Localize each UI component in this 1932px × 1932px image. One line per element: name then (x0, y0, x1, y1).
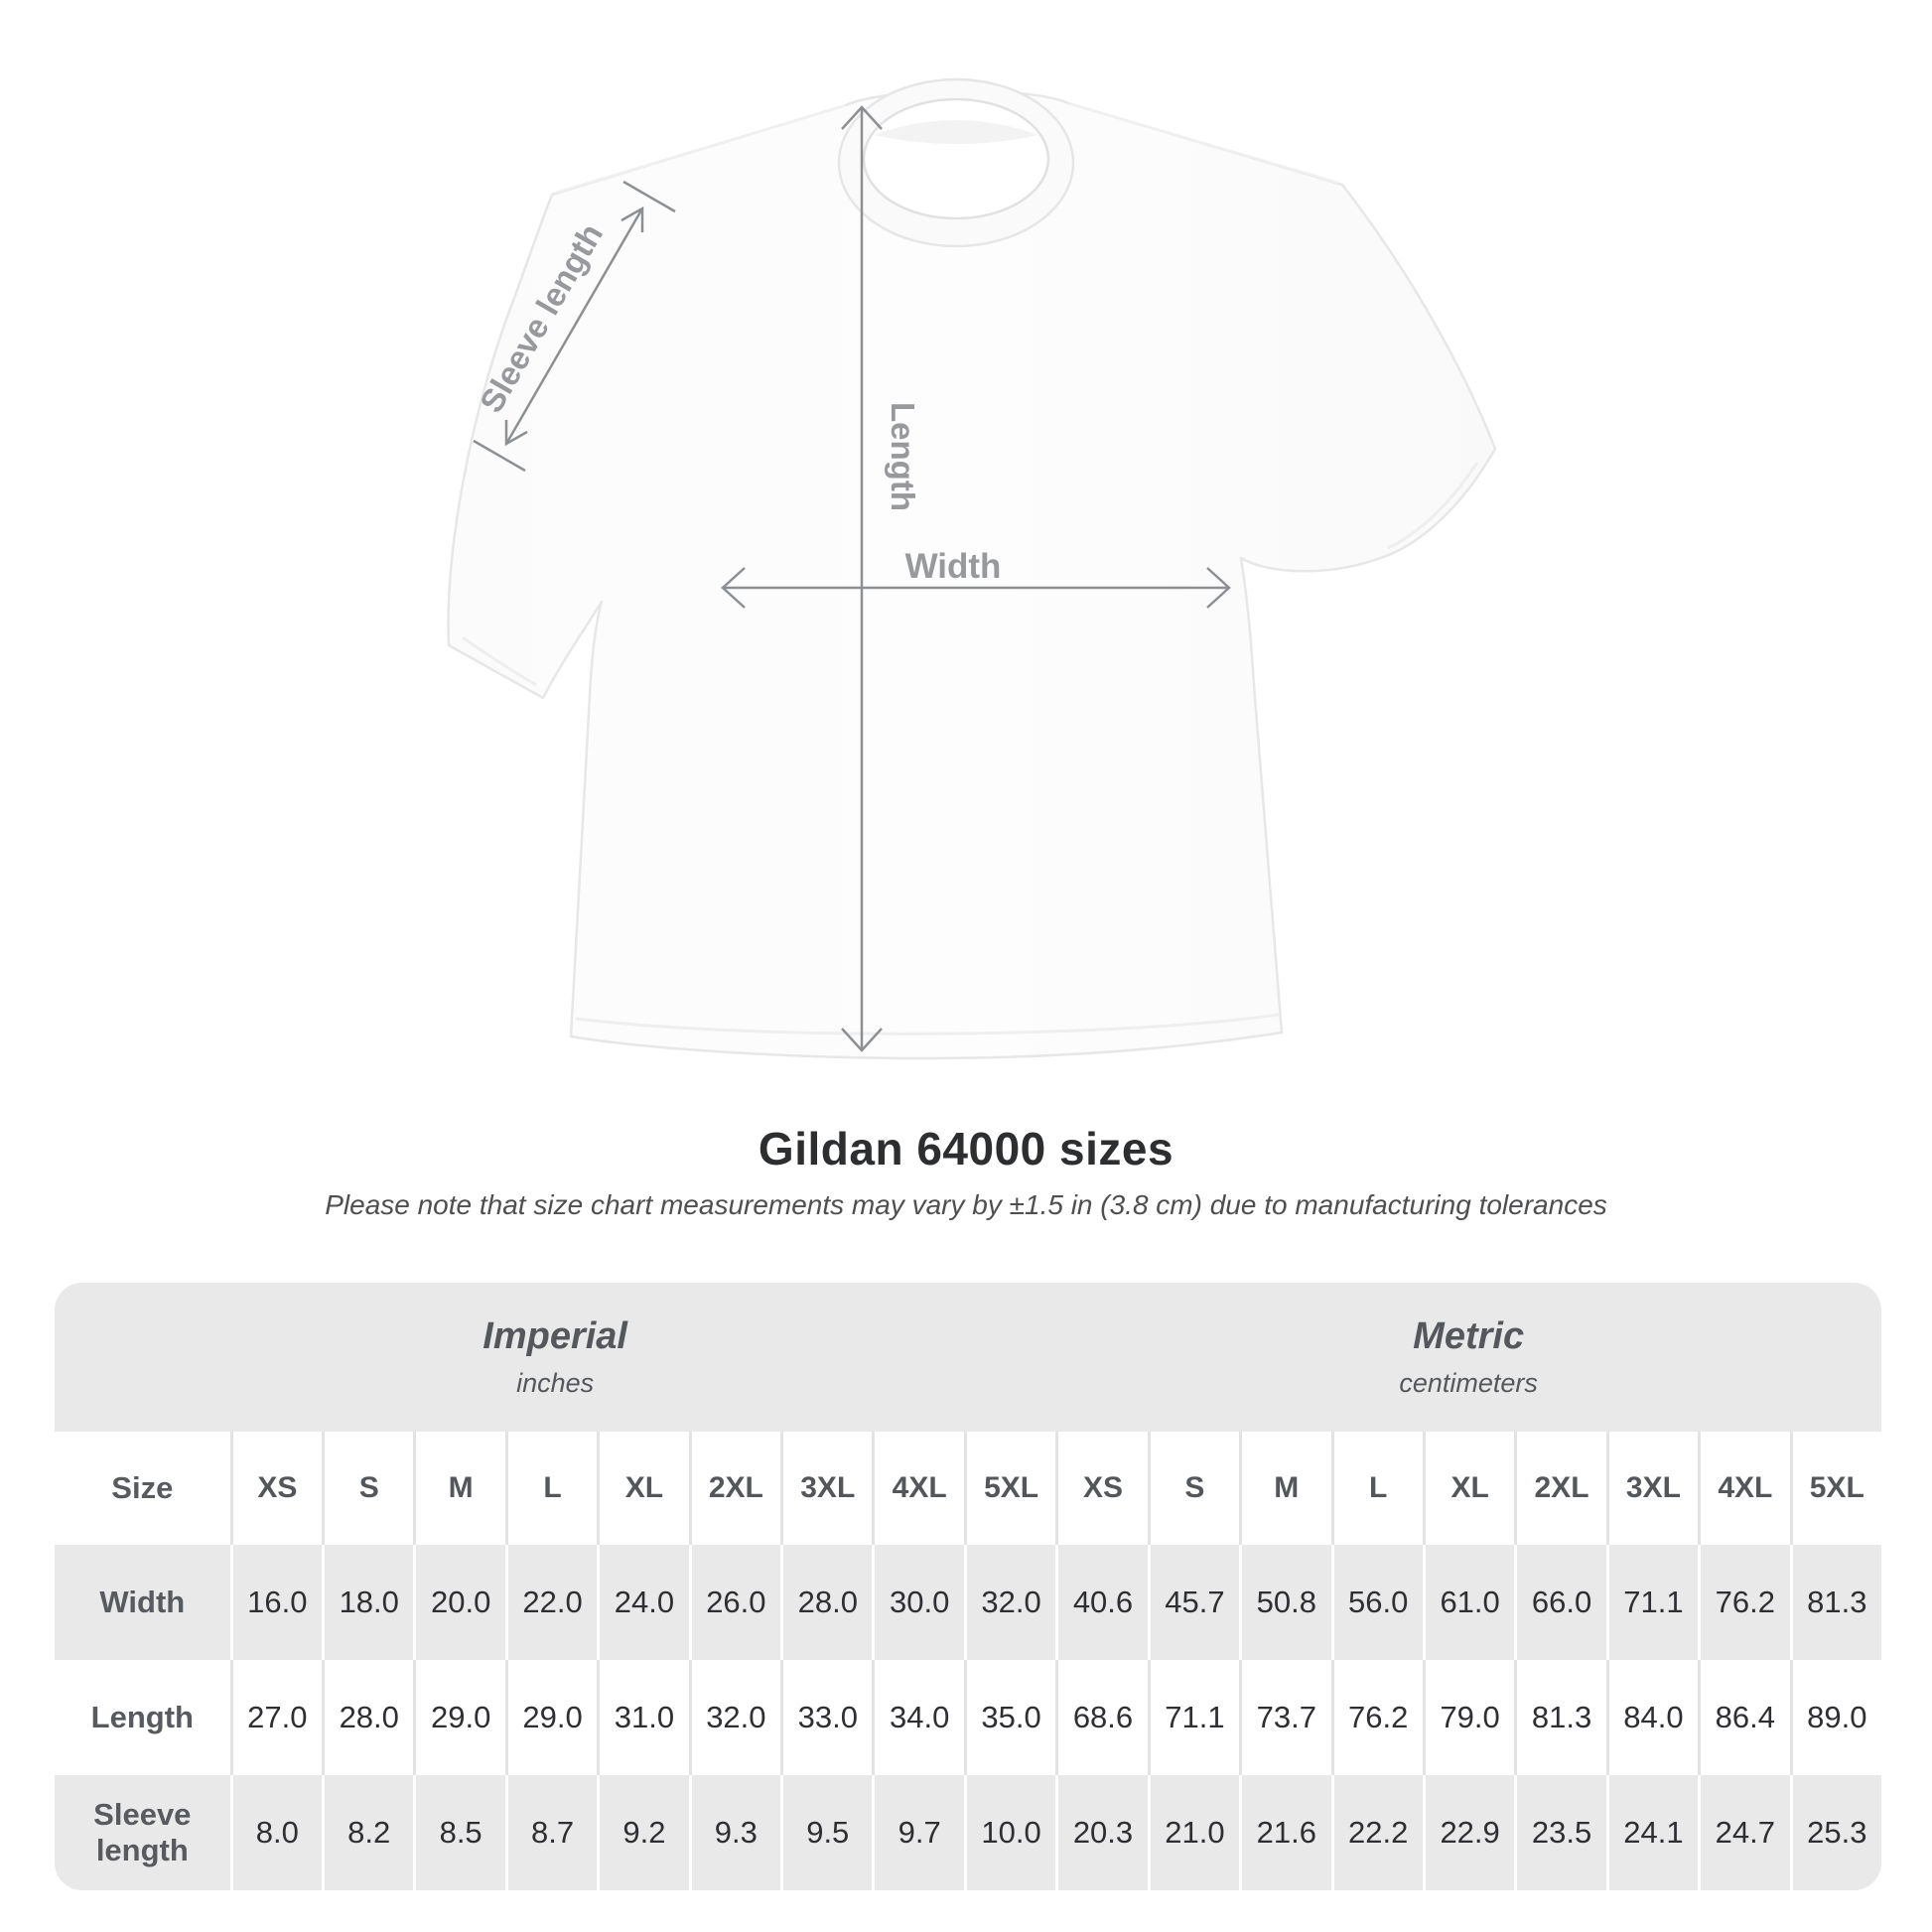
value-cell: 22.9 (1422, 1775, 1515, 1890)
size-col-header: M (1239, 1432, 1331, 1545)
value-cell: 18.0 (322, 1545, 414, 1660)
tshirt-graphic (447, 77, 1497, 1060)
value-cell: 73.7 (1239, 1660, 1331, 1775)
value-cell: 31.0 (597, 1660, 689, 1775)
row-label: Width (55, 1545, 230, 1660)
value-cell: 40.6 (1055, 1545, 1148, 1660)
width-arrow (721, 567, 1231, 609)
value-cell: 16.0 (229, 1545, 323, 1660)
value-cell: 8.7 (504, 1775, 598, 1890)
size-col-header: S (1147, 1432, 1240, 1545)
value-cell: 9.3 (688, 1775, 781, 1890)
size-col-header: XS (229, 1432, 323, 1545)
size-col-header: L (504, 1432, 598, 1545)
size-col-header: 5XL (1789, 1432, 1881, 1545)
value-cell: 29.0 (504, 1660, 598, 1775)
value-cell: 26.0 (688, 1545, 781, 1660)
value-cell: 45.7 (1147, 1545, 1240, 1660)
width-label: Width (905, 547, 1002, 586)
value-cell: 71.1 (1605, 1545, 1699, 1660)
value-cell: 33.0 (780, 1660, 873, 1775)
size-col-header: L (1330, 1432, 1423, 1545)
value-cell: 21.6 (1239, 1775, 1331, 1890)
value-cell: 89.0 (1789, 1660, 1881, 1775)
size-col-header: XS (1055, 1432, 1148, 1545)
value-cell: 21.0 (1147, 1775, 1240, 1890)
size-col-header: 3XL (780, 1432, 873, 1545)
value-cell: 24.7 (1698, 1775, 1790, 1890)
value-cell: 66.0 (1514, 1545, 1606, 1660)
size-col-header: 4XL (872, 1432, 964, 1545)
value-cell: 25.3 (1789, 1775, 1881, 1890)
imperial-header: Imperial inches (55, 1283, 1056, 1432)
size-col-header: XL (1422, 1432, 1515, 1545)
imperial-header-label: Imperial (483, 1315, 627, 1357)
value-cell: 76.2 (1698, 1545, 1790, 1660)
size-col-header: 3XL (1605, 1432, 1699, 1545)
row-label: Length (55, 1660, 230, 1775)
table-row-width: Width 16.0 18.0 20.0 22.0 24.0 26.0 28.0… (55, 1545, 1881, 1660)
value-cell: 84.0 (1605, 1660, 1699, 1775)
metric-header-label: Metric (1413, 1315, 1525, 1357)
value-cell: 24.1 (1605, 1775, 1699, 1890)
length-arrow (841, 105, 883, 1052)
size-col-header: 5XL (963, 1432, 1056, 1545)
value-cell: 81.3 (1789, 1545, 1881, 1660)
value-cell: 29.0 (413, 1660, 505, 1775)
value-cell: 22.0 (504, 1545, 598, 1660)
value-cell: 9.2 (597, 1775, 689, 1890)
value-cell: 10.0 (963, 1775, 1056, 1890)
size-col-header: XL (597, 1432, 689, 1545)
value-cell: 24.0 (597, 1545, 689, 1660)
value-cell: 32.0 (963, 1545, 1056, 1660)
value-cell: 79.0 (1422, 1660, 1515, 1775)
size-header-cell: Size (55, 1432, 230, 1545)
length-label: Length (885, 402, 921, 511)
value-cell: 8.0 (229, 1775, 323, 1890)
value-cell: 30.0 (872, 1545, 964, 1660)
value-cell: 8.2 (322, 1775, 414, 1890)
value-cell: 28.0 (780, 1545, 873, 1660)
value-cell: 86.4 (1698, 1660, 1790, 1775)
value-cell: 9.7 (872, 1775, 964, 1890)
tshirt-measurement-diagram: Length Width Sleeve length (447, 77, 1497, 1060)
page-title: Gildan 64000 sizes (758, 1123, 1174, 1174)
size-col-header: 4XL (1698, 1432, 1790, 1545)
value-cell: 20.3 (1055, 1775, 1148, 1890)
collar-opening (862, 97, 1050, 220)
table-row-length: Length 27.0 28.0 29.0 29.0 31.0 32.0 33.… (55, 1660, 1881, 1775)
value-cell: 35.0 (963, 1660, 1056, 1775)
imperial-header-sublabel: inches (516, 1368, 595, 1398)
value-cell: 61.0 (1422, 1545, 1515, 1660)
value-cell: 68.6 (1055, 1660, 1148, 1775)
size-col-header: S (322, 1432, 414, 1545)
metric-header: Metric centimeters (1055, 1283, 1881, 1432)
value-cell: 71.1 (1147, 1660, 1240, 1775)
value-cell: 56.0 (1330, 1545, 1423, 1660)
value-cell: 34.0 (872, 1660, 964, 1775)
value-cell: 27.0 (229, 1660, 323, 1775)
value-cell: 76.2 (1330, 1660, 1423, 1775)
value-cell: 28.0 (322, 1660, 414, 1775)
value-cell: 81.3 (1514, 1660, 1606, 1775)
value-cell: 8.5 (413, 1775, 505, 1890)
value-cell: 23.5 (1514, 1775, 1606, 1890)
size-col-header: 2XL (688, 1432, 781, 1545)
size-col-header: 2XL (1514, 1432, 1606, 1545)
page-subtitle: Please note that size chart measurements… (325, 1189, 1607, 1220)
value-cell: 20.0 (413, 1545, 505, 1660)
value-cell: 9.5 (780, 1775, 873, 1890)
size-header-row: Size XS S M L XL 2XL 3XL 4XL 5XL XS S M … (55, 1432, 1881, 1545)
value-cell: 32.0 (688, 1660, 781, 1775)
value-cell: 22.2 (1330, 1775, 1423, 1890)
size-col-header: M (413, 1432, 505, 1545)
size-chart-table: Imperial inches Metric centimeters Size … (55, 1283, 1881, 1890)
value-cell: 50.8 (1239, 1545, 1331, 1660)
table-row-sleeve-length: Sleeve length 8.0 8.2 8.5 8.7 9.2 9.3 9.… (55, 1775, 1881, 1890)
metric-header-sublabel: centimeters (1399, 1368, 1538, 1398)
sleeve-length-arrow (473, 180, 676, 473)
row-label: Sleeve length (55, 1775, 230, 1890)
unit-header-row: Imperial inches Metric centimeters (55, 1283, 1881, 1432)
